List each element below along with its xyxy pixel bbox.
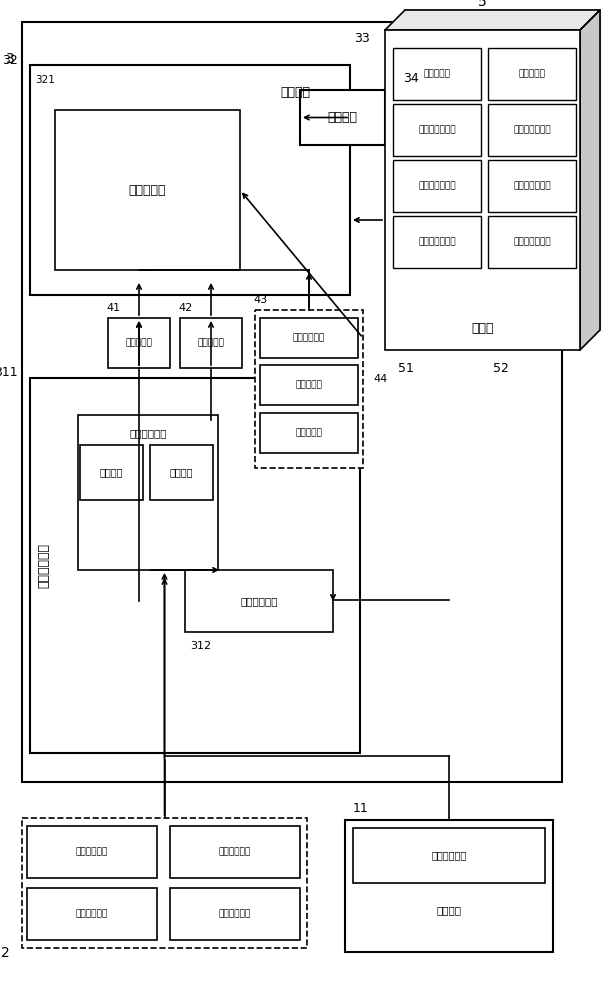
Bar [393,104,481,156]
Bar [108,318,170,368]
Polygon shape [405,10,600,330]
Bar [393,216,481,268]
Bar [80,445,143,500]
Text: 33: 33 [354,31,370,44]
Text: 時域分析: 時域分析 [100,468,123,478]
Text: 擺擊速度樣本値: 擺擊速度樣本値 [513,125,551,134]
Text: 肌能樣本値: 肌能樣本値 [519,70,545,79]
Text: 疲勞指標値: 疲勞指標値 [198,338,224,348]
Text: 2: 2 [1,946,10,960]
Text: 41: 41 [106,303,120,313]
Text: 肌肉效能樣本値: 肌肉效能樣本値 [513,182,551,190]
Text: 52: 52 [493,361,509,374]
Bar [488,104,576,156]
Text: 題示模塊: 題示模塊 [328,111,358,124]
Text: 311: 311 [0,366,18,379]
Text: 肌肉效能値: 肌肉效能値 [295,380,322,389]
Text: 肌肉效能値: 肌肉效能値 [295,428,322,438]
Text: 信號偵測模塊: 信號偵測模塊 [76,848,108,856]
Bar [393,160,481,212]
Text: 肌肉效能樣本値: 肌肉效能樣本値 [513,237,551,246]
Text: 32: 32 [2,53,18,66]
Text: 肌肉效能樣本値: 肌肉效能樣本値 [418,182,456,190]
Text: 加速度傳感器: 加速度傳感器 [431,850,466,860]
Text: 二維坐標軸: 二維坐標軸 [129,184,166,196]
Text: 肌能分析模塊: 肌能分析模塊 [38,543,50,588]
Bar [22,818,307,948]
Text: 數據庫: 數據庫 [471,322,494,334]
Bar [150,445,213,500]
Text: 信號偵測模塊: 信號偵測模塊 [219,910,251,918]
Text: 比對模塊: 比對模塊 [280,87,310,100]
Text: 肌能強度値: 肌能強度値 [126,338,153,348]
Polygon shape [385,10,600,30]
Bar [255,310,363,468]
Text: 信號偵測模塊: 信號偵測模塊 [219,848,251,856]
Bar [170,888,300,940]
Bar [353,828,545,883]
Bar [260,413,358,453]
Bar [488,160,576,212]
Text: 信號分析模塊: 信號分析模塊 [130,428,167,438]
Bar [30,65,350,295]
Bar [78,415,218,570]
Text: 312: 312 [190,641,211,651]
Bar [27,826,157,878]
Text: 肌能樣本値: 肌能樣本値 [424,70,451,79]
Text: 42: 42 [178,303,192,313]
Bar [393,48,481,100]
Text: 頻域分析: 頻域分析 [170,468,193,478]
Bar [385,30,580,350]
Bar [300,90,385,145]
Text: 5: 5 [478,0,487,9]
Bar [488,216,576,268]
Bar [185,570,333,632]
Bar [260,318,358,358]
Text: 44: 44 [373,374,387,384]
Text: 肌肉效能樣本値: 肌肉效能樣本値 [418,237,456,246]
Text: 34: 34 [403,72,419,85]
Bar [260,365,358,405]
Text: 3: 3 [5,52,15,66]
Bar [345,820,553,952]
Text: 肌能判定模塊: 肌能判定模塊 [240,596,278,606]
Bar [180,318,242,368]
Text: 11: 11 [353,802,368,814]
Bar [488,48,576,100]
Bar [30,378,360,753]
Bar [170,826,300,878]
Text: 51: 51 [398,361,414,374]
Text: 擺擊速度數據: 擺擊速度數據 [293,334,325,342]
Text: 321: 321 [35,75,55,85]
Text: 擺擊速度樣本値: 擺擊速度樣本値 [418,125,456,134]
Polygon shape [580,10,600,350]
Bar [22,22,562,782]
Text: 擺融器數: 擺融器數 [437,905,461,915]
Bar [55,110,240,270]
Bar [27,888,157,940]
Text: 信號偵測模塊: 信號偵測模塊 [76,910,108,918]
Text: 43: 43 [253,295,267,305]
